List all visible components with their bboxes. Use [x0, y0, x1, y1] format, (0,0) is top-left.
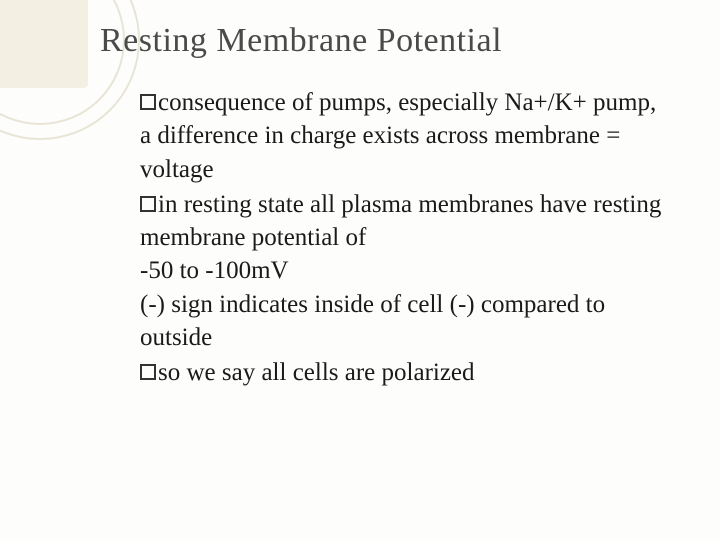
bullet-text: in resting state all plasma membranes ha… — [140, 191, 661, 251]
bullet-continuation: -50 to -100mV — [140, 254, 672, 287]
bullet-marker-icon — [140, 196, 156, 212]
bullet-item: so we say all cells are polarized — [140, 356, 672, 389]
bullet-item: in resting state all plasma membranes ha… — [140, 188, 672, 354]
bullet-text: consequence of pumps, especially Na+/K+ … — [140, 89, 656, 183]
slide-title: Resting Membrane Potential — [100, 22, 682, 60]
slide: Resting Membrane Potential consequence o… — [0, 0, 720, 540]
bullet-item: consequence of pumps, especially Na+/K+ … — [140, 86, 672, 186]
bullet-continuation: (-) sign indicates inside of cell (-) co… — [140, 288, 672, 355]
bullet-list: consequence of pumps, especially Na+/K+ … — [100, 86, 682, 389]
bullet-text: so we say all cells are polarized — [158, 359, 475, 386]
bullet-marker-icon — [140, 94, 156, 110]
bullet-marker-icon — [140, 364, 156, 380]
